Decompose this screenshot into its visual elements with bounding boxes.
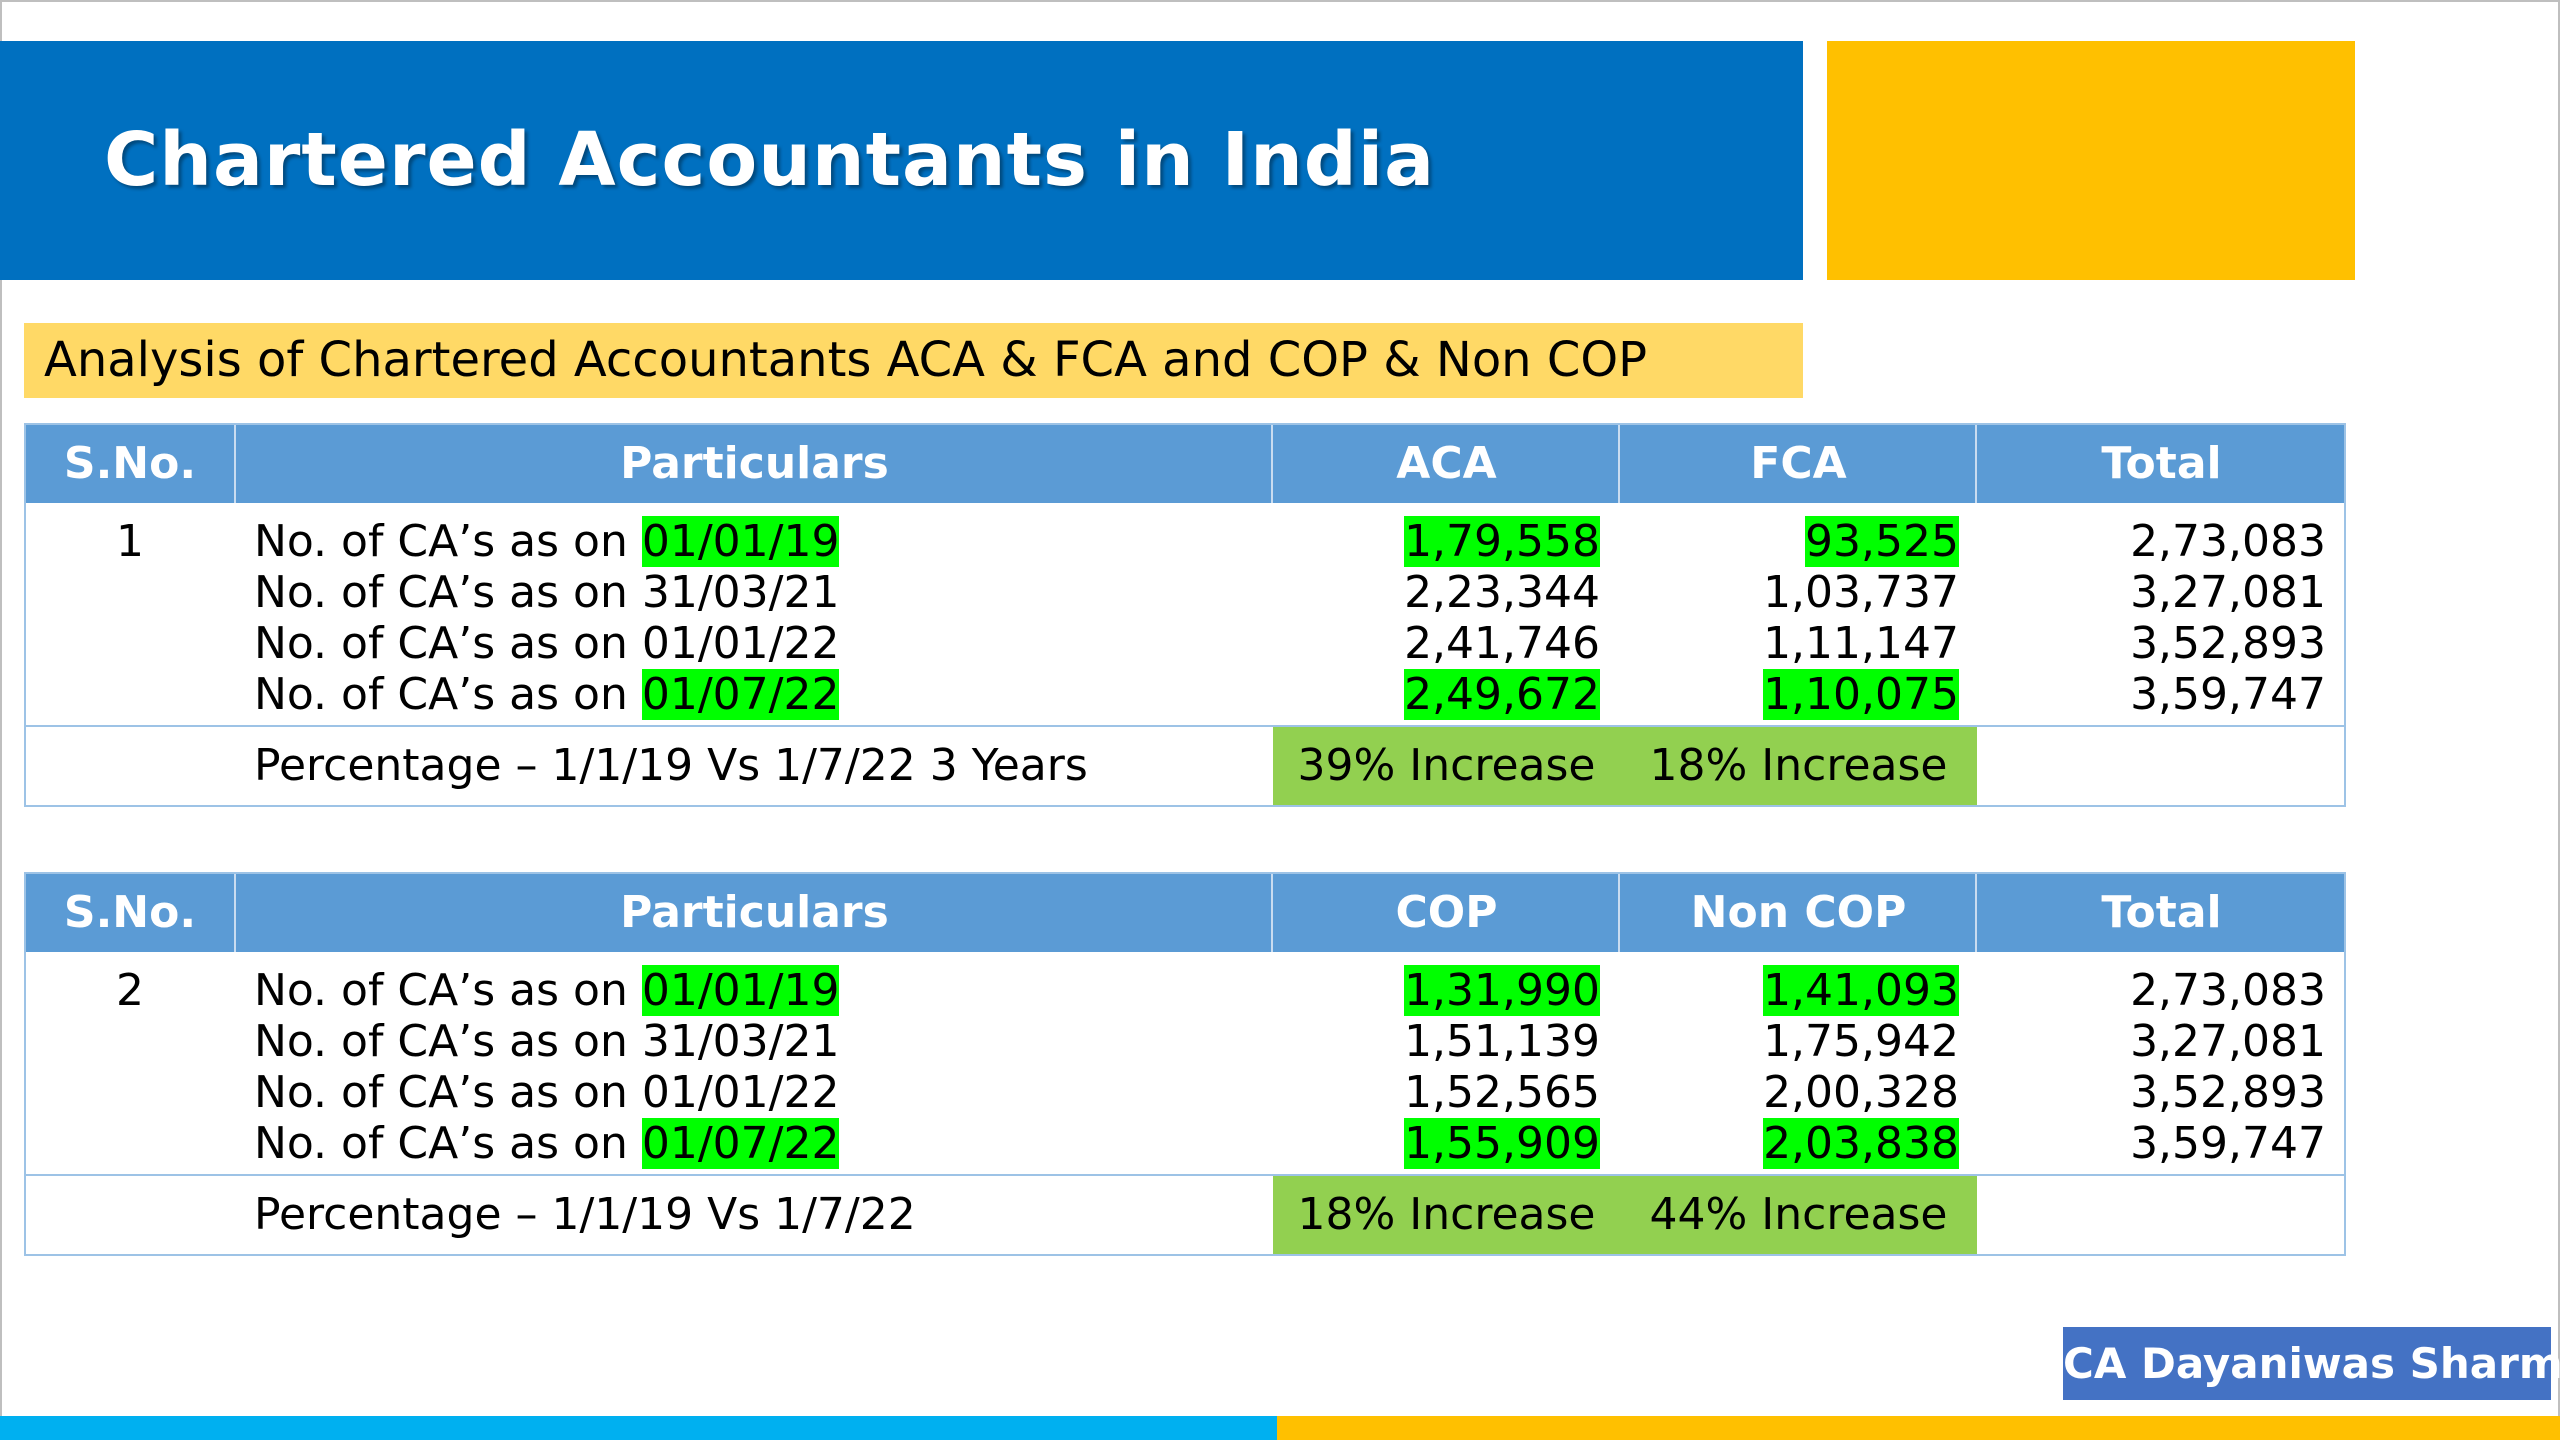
row-date: 31/03/21 (641, 1016, 840, 1067)
title-band (0, 41, 1803, 280)
increase-fill (1273, 727, 1977, 805)
percentage-row: Percentage – 1/1/19 Vs 1/7/22 18% Increa… (26, 1174, 2344, 1254)
row-date-highlighted: 01/07/22 (641, 669, 840, 720)
aca-value: 2,23,344 (1404, 567, 1600, 618)
non-cop-value-highlighted: 1,41,093 (1763, 965, 1959, 1016)
non-cop-increase: 44% Increase (1649, 1189, 1948, 1240)
percentage-label: Percentage – 1/1/19 Vs 1/7/22 (254, 1189, 916, 1240)
cop-value: 1,51,139 (1404, 1016, 1600, 1067)
table-header: S.No. Particulars COP Non COP Total (26, 874, 2344, 952)
row-prefix: No. of CA’s as on (254, 567, 642, 618)
aca-value: 2,41,746 (1404, 618, 1600, 669)
subtitle-banner: Analysis of Chartered Accountants ACA & … (24, 323, 1803, 398)
row-date: 01/01/22 (641, 618, 840, 669)
total-value: 3,52,893 (2130, 618, 2326, 669)
non-cop-value: 2,00,328 (1763, 1067, 1959, 1118)
aca-fca-table: S.No. Particulars ACA FCA Total 1 No. of… (24, 423, 2346, 807)
author-badge: CA Dayaniwas Sharma (2063, 1327, 2560, 1400)
row-prefix: No. of CA’s as on (254, 618, 642, 669)
bottom-bar-blue (0, 1416, 1277, 1440)
particulars-cell: No. of CA’s as on 01/07/22 (254, 669, 840, 720)
percentage-label: Percentage – 1/1/19 Vs 1/7/22 3 Years (254, 740, 1088, 791)
total-value: 3,27,081 (2130, 1016, 2326, 1067)
cop-value: 1,52,565 (1404, 1067, 1600, 1118)
slide-title: Chartered Accountants in India (104, 117, 1436, 203)
fca-value: 1,03,737 (1763, 567, 1959, 618)
particulars-cell: No. of CA’s as on 01/01/22 (254, 618, 839, 669)
aca-value-highlighted: 2,49,672 (1404, 669, 1600, 720)
row-prefix: No. of CA’s as on (254, 1067, 642, 1118)
row-prefix: No. of CA’s as on (254, 669, 642, 720)
row-date: 31/03/21 (641, 567, 840, 618)
row-prefix: No. of CA’s as on (254, 1118, 642, 1169)
header-total: Total (1975, 425, 2346, 503)
cop-noncop-table: S.No. Particulars COP Non COP Total 2 No… (24, 872, 2346, 1256)
header-cop: COP (1271, 874, 1620, 952)
particulars-cell: No. of CA’s as on 01/01/19 (254, 965, 840, 1016)
row-prefix: No. of CA’s as on (254, 516, 642, 567)
table-body: 2 No. of CA’s as on 01/01/19 1,31,990 1,… (26, 952, 2344, 1174)
particulars-cell: No. of CA’s as on 31/03/21 (254, 1016, 839, 1067)
fca-increase: 18% Increase (1649, 740, 1948, 791)
total-value: 2,73,083 (2130, 516, 2326, 567)
table-row: No. of CA’s as on 01/07/22 2,49,672 1,10… (26, 669, 2344, 720)
accent-block (1827, 41, 2355, 280)
row-prefix: No. of CA’s as on (254, 1016, 642, 1067)
total-value: 3,27,081 (2130, 567, 2326, 618)
particulars-cell: No. of CA’s as on 01/07/22 (254, 1118, 840, 1169)
bottom-bar-gold (1277, 1416, 2560, 1440)
fca-value-highlighted: 1,10,075 (1763, 669, 1959, 720)
header-total: Total (1975, 874, 2346, 952)
header-non-cop: Non COP (1618, 874, 1977, 952)
serial-number: 2 (116, 965, 144, 1016)
total-value: 3,59,747 (2130, 669, 2326, 720)
total-value: 3,52,893 (2130, 1067, 2326, 1118)
header-sno: S.No. (63, 887, 197, 938)
table-header: S.No. Particulars ACA FCA Total (26, 425, 2344, 503)
increase-fill (1273, 1176, 1977, 1254)
subtitle-text: Analysis of Chartered Accountants ACA & … (44, 332, 1648, 388)
table-row: No. of CA’s as on 01/01/19 1,31,990 1,41… (26, 965, 2344, 1016)
table-row: No. of CA’s as on 01/01/22 1,52,565 2,00… (26, 1067, 2344, 1118)
aca-increase: 39% Increase (1297, 740, 1596, 791)
table-body: 1 No. of CA’s as on 01/01/19 1,79,558 93… (26, 503, 2344, 725)
table-row: No. of CA’s as on 01/01/22 2,41,746 1,11… (26, 618, 2344, 669)
percentage-row: Percentage – 1/1/19 Vs 1/7/22 3 Years 39… (26, 725, 2344, 805)
fca-value-highlighted: 93,525 (1805, 516, 1959, 567)
total-value: 3,59,747 (2130, 1118, 2326, 1169)
header-fca: FCA (1618, 425, 1977, 503)
particulars-cell: No. of CA’s as on 31/03/21 (254, 567, 839, 618)
row-date-highlighted: 01/01/19 (641, 516, 840, 567)
cop-value-highlighted: 1,55,909 (1404, 1118, 1600, 1169)
table-row: No. of CA’s as on 31/03/21 1,51,139 1,75… (26, 1016, 2344, 1067)
header-particulars: Particulars (234, 425, 1273, 503)
row-prefix: No. of CA’s as on (254, 965, 642, 1016)
fca-value: 1,11,147 (1763, 618, 1959, 669)
header-aca: ACA (1271, 425, 1620, 503)
header-sno: S.No. (63, 438, 197, 489)
cop-increase: 18% Increase (1297, 1189, 1596, 1240)
row-date-highlighted: 01/07/22 (641, 1118, 840, 1169)
table-row: No. of CA’s as on 01/07/22 1,55,909 2,03… (26, 1118, 2344, 1169)
serial-number: 1 (116, 516, 144, 567)
header-particulars: Particulars (234, 874, 1273, 952)
total-value: 2,73,083 (2130, 965, 2326, 1016)
particulars-cell: No. of CA’s as on 01/01/19 (254, 516, 840, 567)
cop-value-highlighted: 1,31,990 (1404, 965, 1600, 1016)
non-cop-value-highlighted: 2,03,838 (1763, 1118, 1959, 1169)
table-row: No. of CA’s as on 31/03/21 2,23,344 1,03… (26, 567, 2344, 618)
row-date: 01/01/22 (641, 1067, 840, 1118)
particulars-cell: No. of CA’s as on 01/01/22 (254, 1067, 839, 1118)
table-row: No. of CA’s as on 01/01/19 1,79,558 93,5… (26, 516, 2344, 567)
non-cop-value: 1,75,942 (1763, 1016, 1959, 1067)
row-date-highlighted: 01/01/19 (641, 965, 840, 1016)
aca-value-highlighted: 1,79,558 (1404, 516, 1600, 567)
